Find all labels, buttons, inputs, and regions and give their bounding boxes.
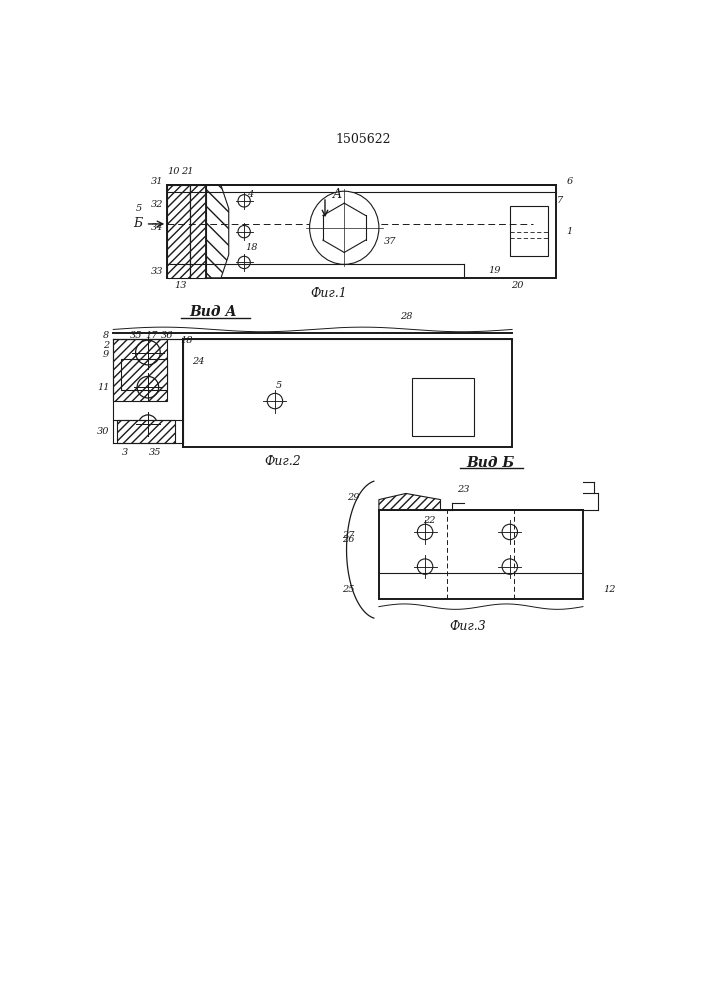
Text: 35: 35: [130, 331, 143, 340]
Text: 33: 33: [151, 267, 163, 276]
Text: 21: 21: [181, 167, 194, 176]
Text: Вид А: Вид А: [189, 306, 237, 320]
Text: A: A: [333, 188, 341, 201]
Text: 4: 4: [247, 190, 253, 199]
Text: 31: 31: [151, 177, 163, 186]
Text: 25: 25: [341, 585, 354, 594]
Text: 18: 18: [245, 243, 258, 252]
Text: 1505622: 1505622: [335, 133, 390, 146]
Bar: [182, 339, 512, 447]
Bar: [379, 510, 583, 599]
Text: 1: 1: [567, 227, 573, 236]
Polygon shape: [206, 185, 229, 278]
Polygon shape: [379, 493, 440, 510]
Text: 22: 22: [423, 516, 436, 525]
Text: 36: 36: [161, 331, 173, 340]
Text: 26: 26: [341, 535, 354, 544]
Text: 7: 7: [556, 196, 563, 205]
Bar: [113, 339, 167, 401]
Bar: [190, 185, 206, 278]
Text: 24: 24: [192, 357, 204, 366]
Text: Фиг.3: Фиг.3: [449, 620, 486, 633]
Text: 35: 35: [149, 448, 162, 457]
Text: 30: 30: [97, 427, 110, 436]
Bar: [510, 206, 549, 256]
Text: 28: 28: [399, 312, 412, 321]
Text: 2: 2: [103, 341, 110, 350]
Bar: [412, 378, 474, 436]
Text: 19: 19: [488, 266, 501, 275]
Text: 29: 29: [347, 493, 360, 502]
Text: 13: 13: [175, 281, 187, 290]
Bar: [167, 185, 190, 278]
Text: Б: Б: [134, 217, 143, 230]
Bar: [167, 185, 556, 278]
Text: 34: 34: [151, 223, 163, 232]
Text: 6: 6: [567, 177, 573, 186]
Text: 9: 9: [103, 350, 110, 359]
Text: 5: 5: [136, 204, 143, 213]
Text: Вид Б: Вид Б: [467, 456, 515, 470]
Text: Фиг.2: Фиг.2: [264, 455, 301, 468]
Text: 17: 17: [146, 331, 158, 340]
Text: 20: 20: [511, 281, 524, 290]
Text: 27: 27: [341, 531, 354, 540]
Text: 8: 8: [103, 331, 110, 340]
Bar: [121, 359, 167, 389]
Text: 23: 23: [457, 485, 470, 494]
Text: 3: 3: [122, 448, 128, 457]
Text: Фиг.1: Фиг.1: [310, 287, 347, 300]
Text: 37: 37: [384, 237, 397, 246]
Text: 12: 12: [604, 585, 616, 594]
Bar: [117, 420, 175, 443]
Text: 32: 32: [151, 200, 163, 209]
Text: 11: 11: [97, 383, 110, 392]
Text: 18: 18: [180, 336, 192, 345]
Text: 10: 10: [167, 167, 180, 176]
Ellipse shape: [310, 191, 379, 264]
Text: 5: 5: [276, 381, 282, 390]
